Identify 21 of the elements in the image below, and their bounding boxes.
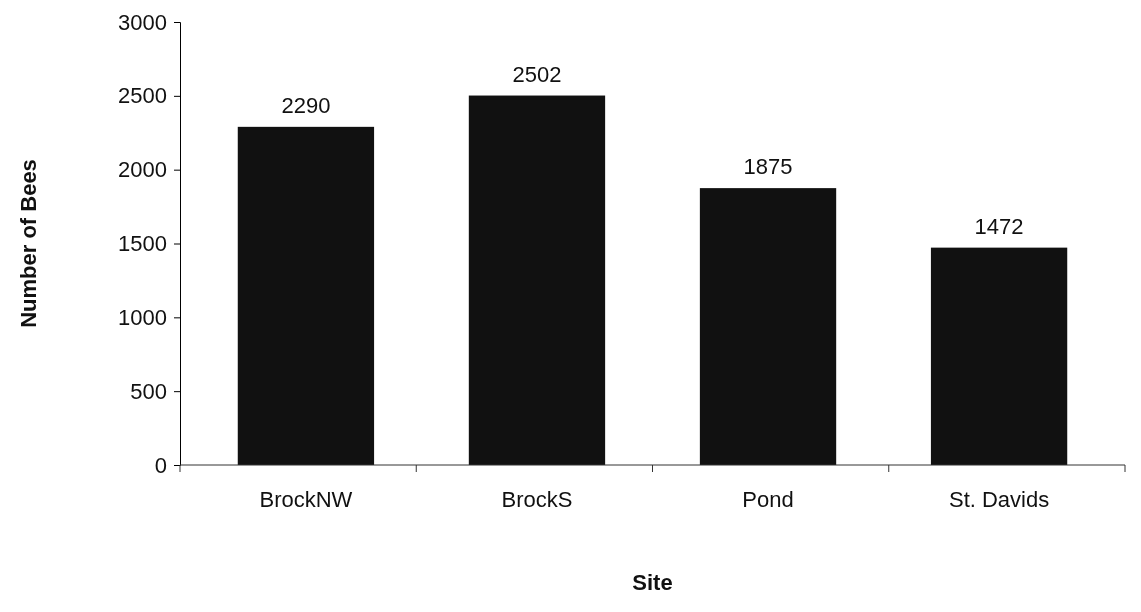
- y-tick-label: 2000: [118, 157, 167, 183]
- y-tick-label: 0: [154, 452, 167, 478]
- bar: [930, 247, 1068, 465]
- y-tick-label: 500: [130, 378, 167, 404]
- x-tick-label: BrockNW: [259, 486, 353, 512]
- y-tick-label: 1000: [118, 304, 167, 330]
- x-tick-label: BrockS: [501, 486, 573, 512]
- y-tick-label: 2500: [118, 83, 167, 109]
- y-axis-title: Number of Bees: [16, 159, 41, 328]
- x-tick-label: Pond: [742, 486, 794, 512]
- x-tick-label: St. Davids: [948, 486, 1050, 512]
- data-label: 1472: [974, 213, 1024, 239]
- bar: [237, 126, 375, 465]
- data-label: 2290: [281, 92, 331, 118]
- y-tick-label: 1500: [118, 231, 167, 257]
- data-label: 1875: [743, 154, 793, 180]
- y-tick-label: 3000: [118, 9, 167, 35]
- data-label: 2502: [512, 61, 562, 87]
- bar: [699, 188, 837, 465]
- bar: [468, 95, 606, 465]
- x-axis-title: Site: [632, 570, 673, 595]
